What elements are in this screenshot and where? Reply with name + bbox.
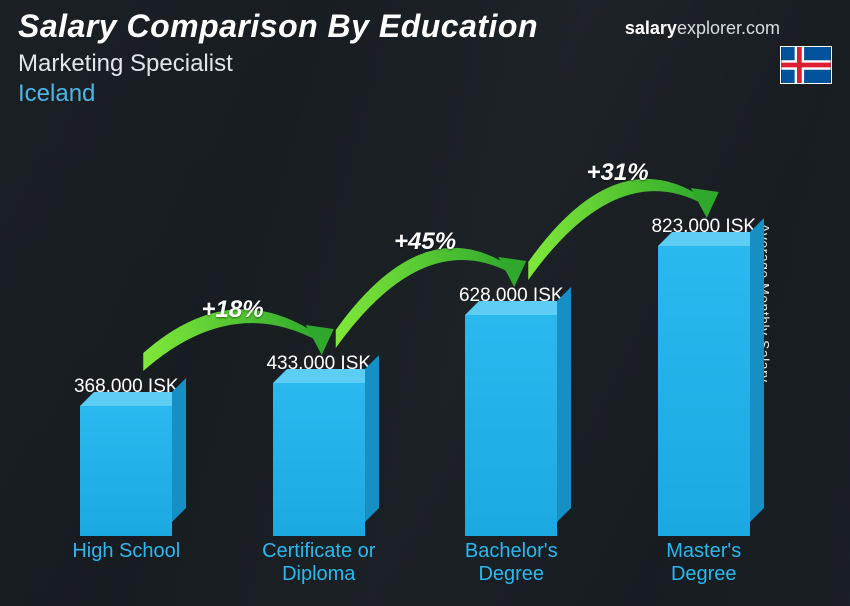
jump-percent-label: +45% [394,228,456,256]
infographic-canvas: Salary Comparison By Education Marketing… [0,0,850,606]
salary-bar-chart: 368,000 ISK433,000 ISK628,000 ISK823,000… [30,120,800,586]
brand-bold: salary [625,18,677,38]
jump-arcs [30,60,800,586]
jump-percent-label: +18% [202,296,264,324]
brand-rest: explorer.com [677,18,780,38]
jump-percent-label: +31% [587,159,649,187]
brand-label: salaryexplorer.com [625,18,780,39]
page-title: Salary Comparison By Education [18,8,538,45]
